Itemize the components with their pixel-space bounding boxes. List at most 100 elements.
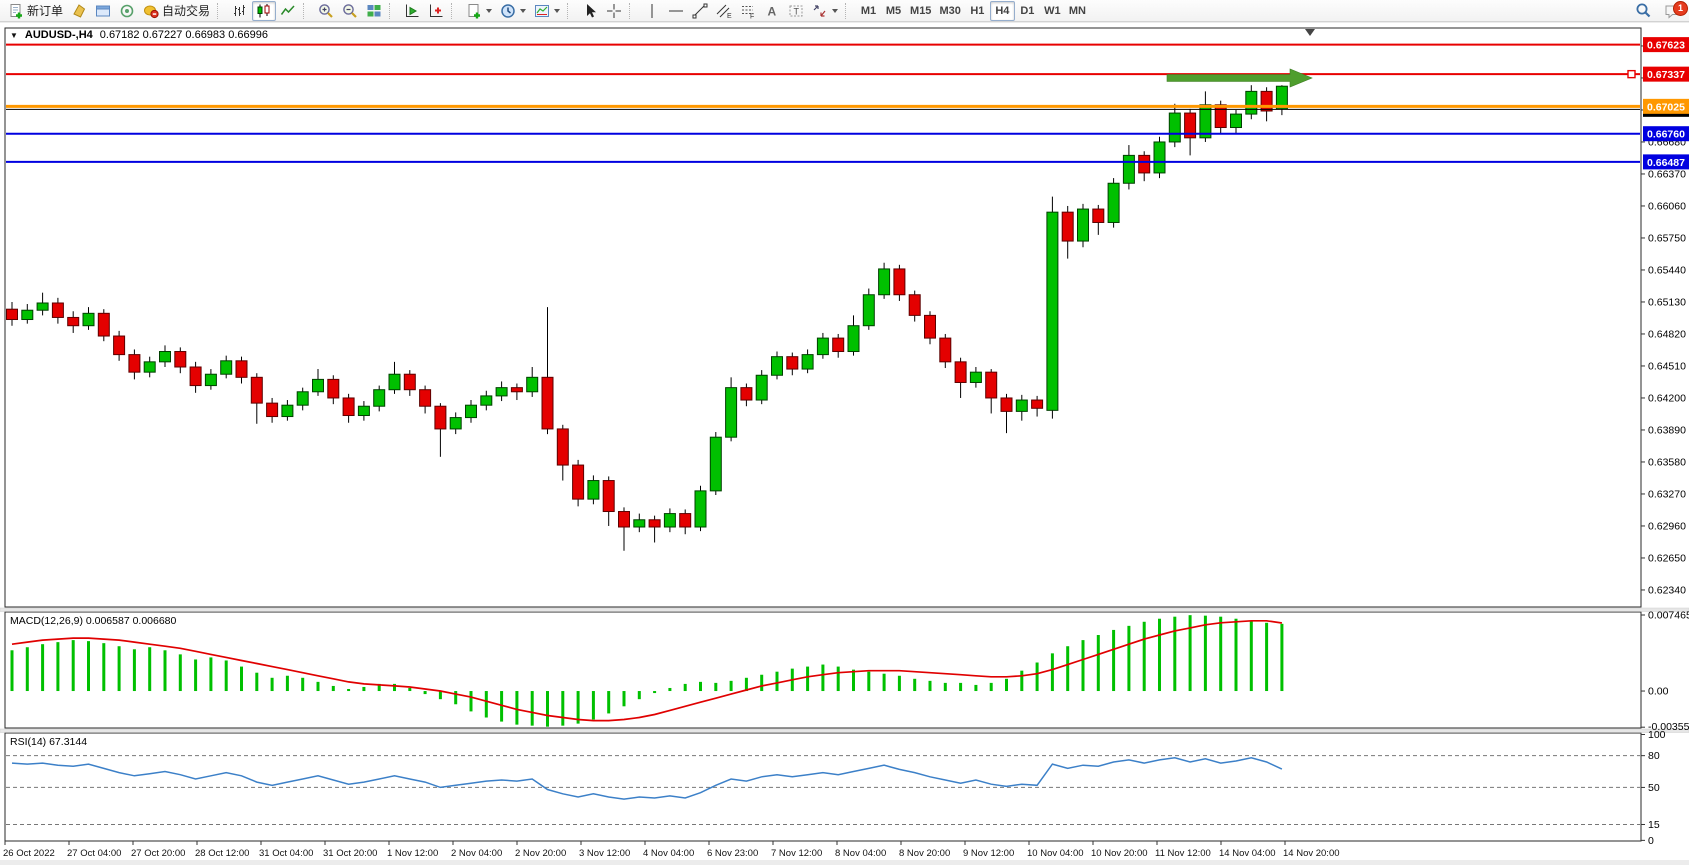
candle-bearish [51,302,64,318]
line-handle[interactable] [1627,69,1636,79]
autotrading-button[interactable]: 自动交易 [139,1,214,21]
time-label: 8 Nov 20:00 [899,848,950,859]
macd-histogram-bar [331,685,335,692]
macd-histogram-bar [56,642,60,692]
macd-histogram-bar [515,691,519,725]
arrows-tool-button[interactable] [808,1,842,21]
macd-histogram-bar [10,650,14,692]
text-tool-button[interactable]: A [760,1,784,21]
tab-timeframe-W1[interactable]: W1 [1040,1,1065,21]
time-label: 2 Nov 20:00 [515,848,566,859]
time-label: 8 Nov 04:00 [835,848,886,859]
macd-histogram-bar [1005,678,1008,692]
macd-histogram-bar [1035,662,1039,692]
macd-histogram-bar [1066,646,1070,692]
chart-profile-button[interactable] [67,1,91,21]
candle-bearish [266,402,279,418]
macd-histogram-bar [1081,640,1085,692]
crosshair-tool-button[interactable] [602,1,626,21]
trendline-tool-button[interactable] [688,1,712,21]
notifications-button[interactable]: 1 [1660,0,1688,21]
macd-histogram-bar [423,691,427,695]
macd-histogram-bar [1249,620,1253,692]
macd-histogram-bar [316,681,320,692]
macd-histogram-bar [1096,635,1100,692]
tab-timeframe-M1[interactable]: M1 [856,1,881,21]
time-label: 9 Nov 12:00 [963,848,1014,859]
trend-arrow[interactable] [1166,68,1313,88]
template-icon [534,3,550,19]
cursor-icon [582,3,598,19]
candle-bullish [1199,104,1212,139]
candle-bearish [327,378,340,399]
candle-bearish [1138,154,1151,174]
templates-button[interactable] [530,1,564,21]
time-label: 26 Oct 2022 [3,848,55,859]
vertical-line-tool-button[interactable] [640,1,664,21]
price-badge-label: 0.66760 [1647,129,1685,141]
macd-histogram-bar [775,671,779,692]
tab-timeframe-MN[interactable]: MN [1065,1,1090,21]
candle-bearish [556,428,569,466]
bar-chart-button[interactable] [228,1,252,21]
zoom-out-button[interactable] [338,1,362,21]
candle-bearish [128,354,141,373]
candle-bullish [1122,154,1135,184]
pane-splitter[interactable] [0,607,1689,612]
time-label: 14 Nov 04:00 [1219,848,1276,859]
autotrading-label: 自动交易 [162,4,211,18]
add-indicator-button[interactable] [462,1,496,21]
candle-bullish [969,371,982,383]
equidistant-channel-tool-button[interactable]: E [712,1,736,21]
indicator-list-button[interactable] [400,1,424,21]
macd-histogram-bar [622,691,626,707]
macd-histogram-bar [852,669,855,692]
tab-timeframe-H4[interactable]: H4 [989,0,1015,21]
search-button[interactable] [1631,1,1656,21]
candle-bearish [1184,112,1197,139]
toolbar-separator [303,2,310,19]
price-badge-label: 0.67025 [1647,101,1685,113]
candle-bullish [633,519,646,528]
toolbar-separator [629,2,636,19]
chevron-down-icon [832,8,839,13]
tile-windows-button[interactable] [362,1,386,21]
macd-histogram-bar [897,675,901,692]
cursor-tool-button[interactable] [578,1,602,21]
candlestick-chart-button[interactable] [252,0,277,21]
periods-button[interactable] [496,1,530,21]
tab-timeframe-M5[interactable]: M5 [881,1,906,21]
horizontal-line-tool-button[interactable] [664,1,688,21]
label-tool-button[interactable]: T [784,1,808,21]
pane-splitter[interactable] [0,728,1689,733]
price-tick-label: 0.63580 [1648,456,1686,468]
macd-histogram-bar [1112,629,1116,692]
macd-histogram-bar [163,650,167,692]
rsi-axis-label: 80 [1648,750,1660,762]
chart-dropdown-icon[interactable]: ▼ [10,30,18,40]
zoom-in-button[interactable] [314,1,338,21]
price-tick-label: 0.62960 [1648,520,1686,532]
macd-histogram-bar [71,640,75,692]
tab-timeframe-H1[interactable]: H1 [965,1,990,21]
candle-bearish [893,268,906,296]
tab-timeframe-M30[interactable]: M30 [935,1,964,21]
candle-bearish [342,397,355,417]
fibonacci-tool-button[interactable]: F [736,1,760,21]
candle-bullish [526,376,539,393]
trendline-icon [692,3,708,19]
chevron-down-icon [520,8,527,13]
macd-histogram-bar [683,683,687,692]
tab-timeframe-D1[interactable]: D1 [1015,1,1040,21]
object-list-icon [428,3,444,19]
object-list-button[interactable] [424,1,448,21]
new-order-button[interactable]: 新订单 [4,1,67,21]
data-window-button[interactable] [91,1,115,21]
alerts-button[interactable] [115,1,139,21]
candle-bearish [924,314,936,339]
new-order-icon [8,3,24,19]
macd-histogram-bar [744,677,748,692]
tab-timeframe-M15[interactable]: M15 [906,1,935,21]
window-icon [95,3,111,19]
line-chart-button[interactable] [276,1,300,21]
